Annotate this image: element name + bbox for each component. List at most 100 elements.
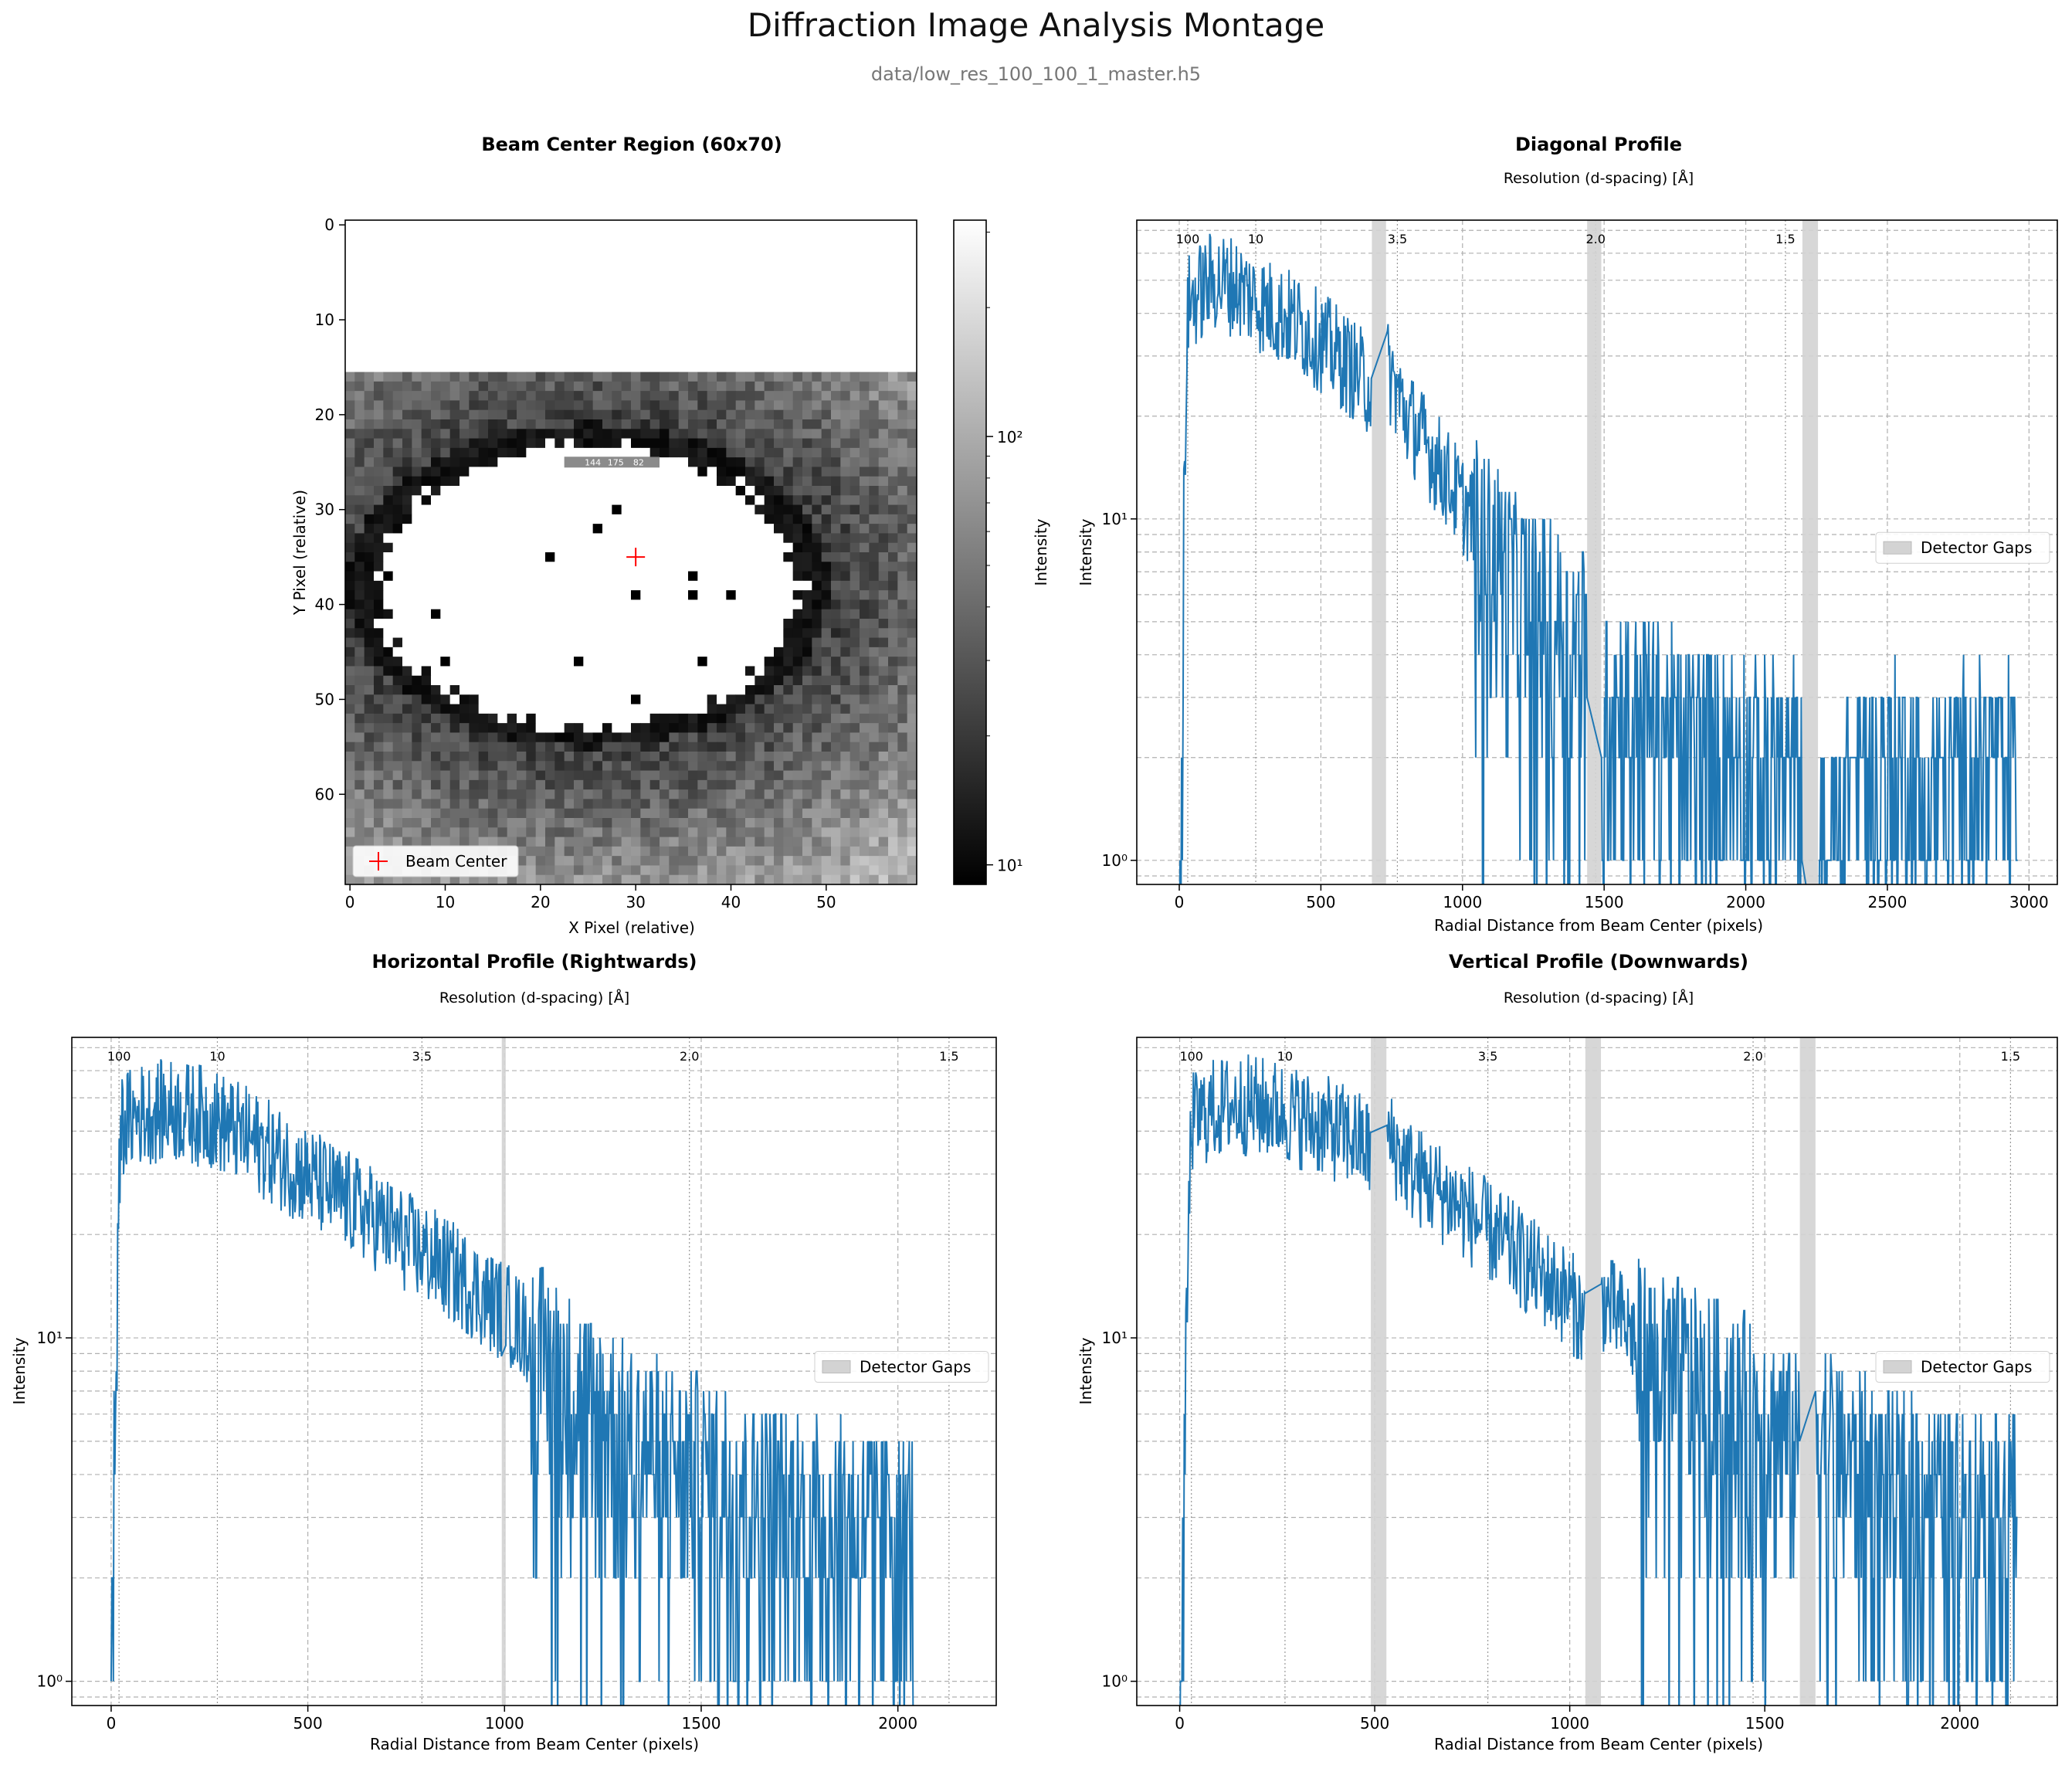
heatmap-cell <box>602 713 612 724</box>
heatmap-cell <box>792 647 803 657</box>
heatmap-cell <box>735 391 746 401</box>
heatmap-cell <box>717 391 727 401</box>
legend-box <box>1875 1351 2050 1383</box>
heatmap-cell <box>707 666 717 677</box>
heatmap-cell <box>812 761 822 771</box>
heatmap-cell <box>878 391 889 401</box>
heatmap-cell <box>421 647 432 657</box>
heatmap-cell <box>554 400 565 411</box>
heatmap-cell <box>755 761 765 771</box>
heatmap-cell <box>564 799 575 810</box>
heatmap-cell <box>869 580 880 591</box>
heatmap-cell <box>878 381 889 392</box>
heatmap-cell <box>669 457 680 467</box>
heatmap-cell <box>726 818 737 828</box>
heatmap-cell <box>392 799 403 810</box>
heatmap-cell <box>735 447 746 458</box>
heatmap-cell <box>802 704 812 714</box>
heatmap-cell <box>612 675 622 686</box>
heatmap-cell <box>354 476 365 487</box>
heatmap-cell <box>574 647 584 657</box>
heatmap-cell <box>783 704 794 714</box>
heatmap-cell <box>697 571 708 582</box>
heatmap-cell <box>631 619 641 629</box>
heatmap-cell <box>688 495 698 505</box>
heatmap-cell <box>478 457 489 467</box>
heatmap-cell <box>564 571 575 582</box>
heatmap-cell <box>821 752 832 762</box>
heatmap-cell <box>526 675 537 686</box>
heatmap-cell <box>592 818 603 828</box>
heatmap-cell <box>440 476 451 487</box>
heatmap-cell <box>460 409 470 420</box>
heatmap-cell <box>707 476 717 487</box>
x-tick-label: 40 <box>721 893 741 911</box>
heatmap-cell <box>535 657 546 667</box>
heatmap-cell <box>764 789 775 799</box>
heatmap-cell <box>678 779 689 790</box>
heatmap-cell <box>612 486 622 496</box>
heatmap-cell <box>678 628 689 638</box>
heatmap-cell <box>421 637 432 648</box>
heatmap-cell <box>860 742 870 752</box>
heatmap-cell <box>592 808 603 819</box>
heatmap-cell <box>707 609 717 619</box>
heatmap-cell <box>392 495 403 505</box>
heatmap-cell <box>631 723 641 733</box>
heatmap-cell <box>431 409 441 420</box>
heatmap-cell <box>392 514 403 524</box>
heatmap-cell <box>678 799 689 810</box>
heatmap-cell <box>507 742 517 752</box>
heatmap-cell <box>469 818 480 828</box>
heatmap-cell <box>469 409 480 420</box>
heatmap-cell <box>802 438 812 449</box>
heatmap-cell <box>602 827 612 837</box>
heatmap-cell <box>621 504 632 515</box>
heatmap-cell <box>792 467 803 477</box>
heatmap-cell <box>545 770 555 781</box>
heatmap-cell <box>364 685 375 695</box>
heatmap-cell <box>840 799 851 810</box>
heatmap-cell <box>707 713 717 724</box>
heatmap-cell <box>460 666 470 677</box>
heatmap-cell <box>688 628 698 638</box>
heatmap-cell <box>631 609 641 619</box>
heatmap-cell <box>735 486 746 496</box>
heatmap-cell <box>764 447 775 458</box>
heatmap-cell <box>612 694 622 704</box>
heatmap-cell <box>574 704 584 714</box>
heatmap-cell <box>602 779 612 790</box>
heatmap-cell <box>726 628 737 638</box>
heatmap-cell <box>478 400 489 411</box>
heatmap-cell <box>412 372 422 382</box>
heatmap-cell <box>354 495 365 505</box>
heatmap-cell <box>860 675 870 686</box>
heatmap-cell <box>697 675 708 686</box>
heatmap-cell <box>564 808 575 819</box>
heatmap-cell <box>564 419 575 429</box>
heatmap-cell <box>792 704 803 714</box>
heatmap-cell <box>869 381 880 392</box>
heatmap-cell <box>574 571 584 582</box>
heatmap-cell <box>545 799 555 810</box>
heatmap-cell <box>849 429 860 439</box>
heatmap-cell <box>697 381 708 392</box>
heatmap-cell <box>421 438 432 449</box>
heatmap-cell <box>688 818 698 828</box>
heatmap-cell <box>821 827 832 837</box>
heatmap-cell <box>535 590 546 600</box>
heatmap-cell <box>507 486 517 496</box>
heatmap-cell <box>364 742 375 752</box>
heatmap-cell <box>688 372 698 382</box>
heatmap-cell <box>831 542 841 553</box>
heatmap-cell <box>535 372 546 382</box>
heatmap-cell <box>840 846 851 857</box>
heatmap-cell <box>764 590 775 600</box>
heatmap-cell <box>774 704 784 714</box>
heatmap-cell <box>535 723 546 733</box>
heatmap-cell <box>745 580 755 591</box>
heatmap-cell <box>840 761 851 771</box>
heatmap-cell <box>678 599 689 610</box>
heatmap-cell <box>726 827 737 837</box>
heatmap-cell <box>649 400 660 411</box>
